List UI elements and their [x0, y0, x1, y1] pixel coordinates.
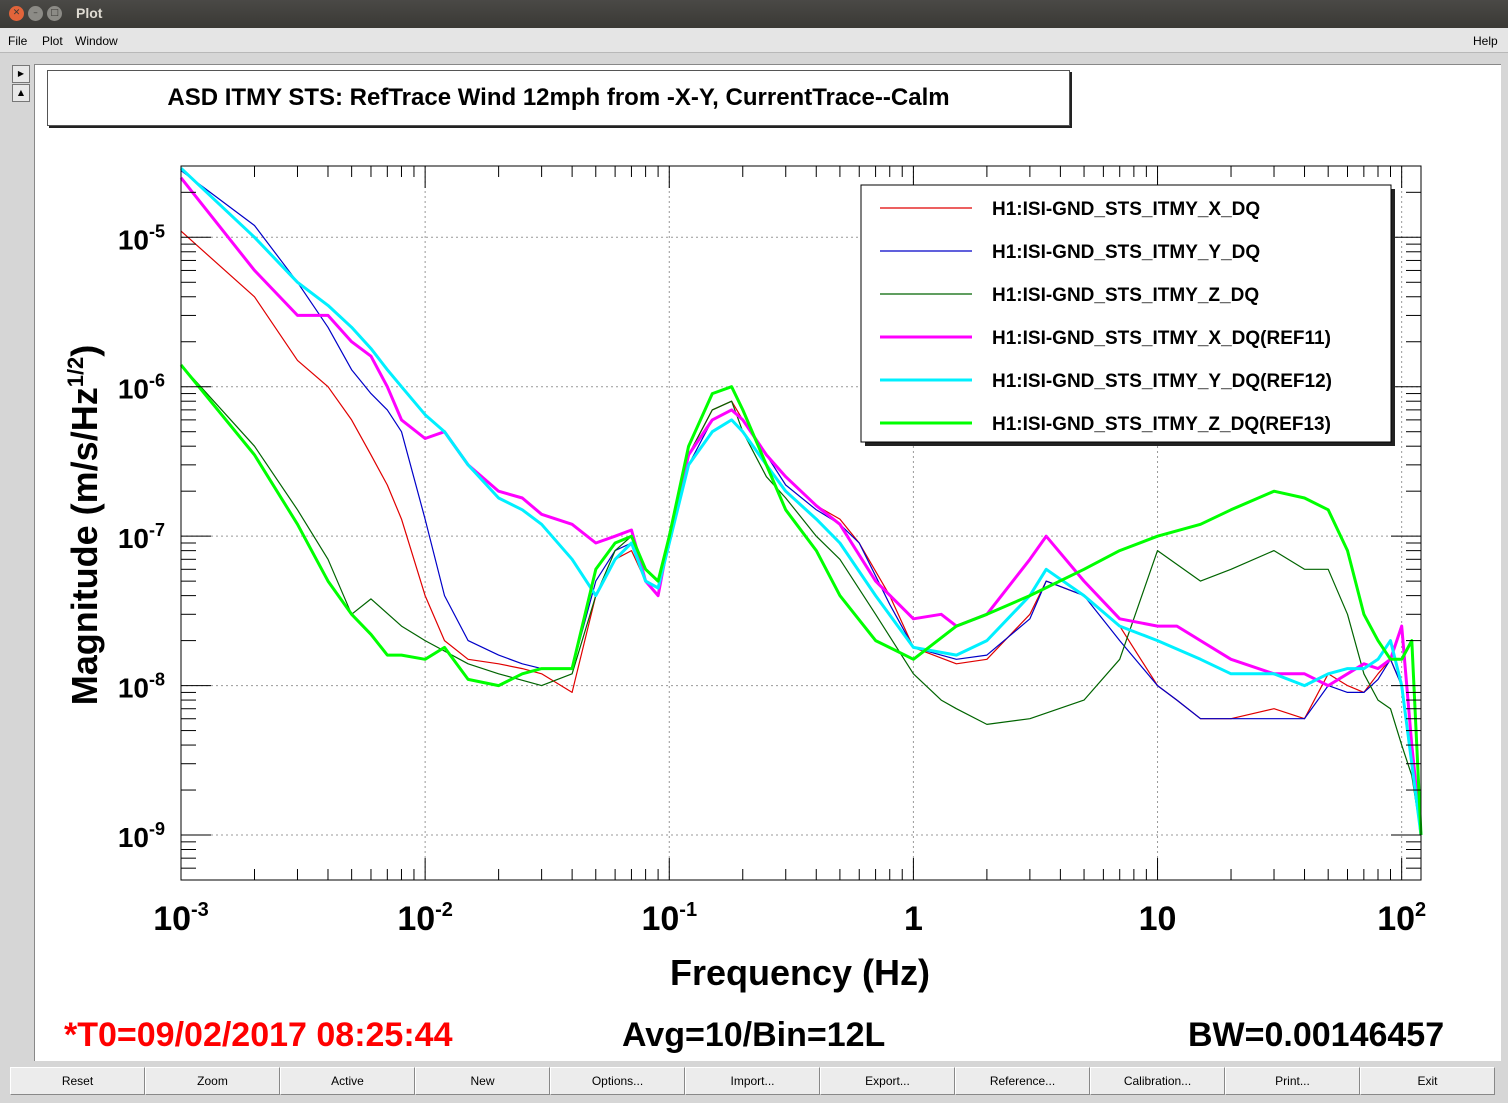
avg-bin-info: Avg=10/Bin=12L — [622, 1016, 886, 1054]
minimize-window-icon[interactable]: – — [28, 6, 43, 21]
print-button[interactable]: Print... — [1225, 1067, 1360, 1095]
options-button[interactable]: Options... — [550, 1067, 685, 1095]
window-title: Plot — [76, 5, 103, 21]
menu-file[interactable]: File — [8, 34, 28, 48]
t0-timestamp: *T0=09/02/2017 08:25:44 — [64, 1016, 453, 1054]
zoom-button[interactable]: Zoom — [145, 1067, 280, 1095]
menu-bar: File Plot Window Help — [0, 28, 1508, 53]
collapse-up-arrow-icon[interactable]: ▲ — [12, 84, 30, 102]
active-button[interactable]: Active — [280, 1067, 415, 1095]
window-titlebar: ✕ – □ Plot — [0, 0, 1508, 28]
calibration-button[interactable]: Calibration... — [1090, 1067, 1225, 1095]
menu-help[interactable]: Help — [1473, 34, 1498, 48]
menu-plot[interactable]: Plot — [42, 34, 63, 48]
bandwidth-info: BW=0.00146457 — [1188, 1016, 1445, 1054]
close-window-icon[interactable]: ✕ — [9, 6, 24, 21]
import-button[interactable]: Import... — [685, 1067, 820, 1095]
plot-title: ASD ITMY STS: RefTrace Wind 12mph from -… — [47, 70, 1070, 126]
new-button[interactable]: New — [415, 1067, 550, 1095]
menu-window[interactable]: Window — [75, 34, 118, 48]
button-bar: Reset Zoom Active New Options... Import.… — [0, 1064, 1508, 1103]
reference-button[interactable]: Reference... — [955, 1067, 1090, 1095]
plot-canvas — [34, 64, 1501, 1061]
export-button[interactable]: Export... — [820, 1067, 955, 1095]
reset-button[interactable]: Reset — [10, 1067, 145, 1095]
expand-right-arrow-icon[interactable]: ▶ — [12, 65, 30, 83]
maximize-window-icon[interactable]: □ — [47, 6, 62, 21]
exit-button[interactable]: Exit — [1360, 1067, 1495, 1095]
